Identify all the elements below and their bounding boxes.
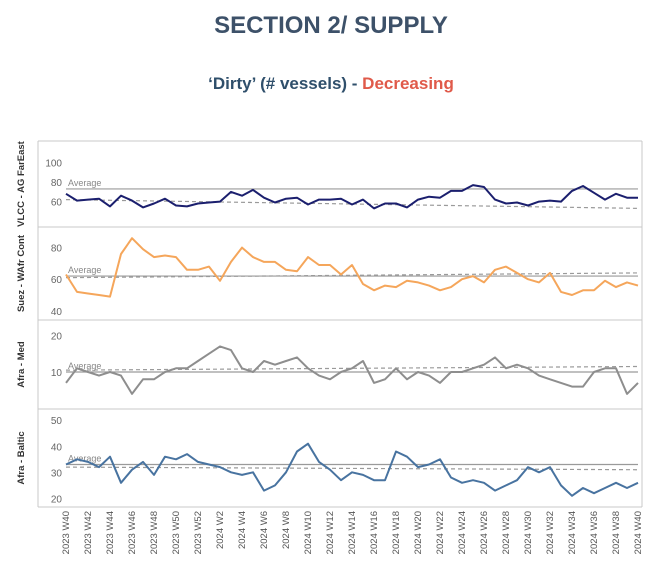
y-tick-label: 50 bbox=[51, 416, 63, 427]
trend-line bbox=[65, 365, 639, 371]
y-tick-label: 100 bbox=[45, 159, 62, 170]
page-title: SECTION 2/ SUPPLY bbox=[214, 12, 448, 39]
average-label: Average bbox=[68, 178, 101, 188]
y-tick-label: 20 bbox=[51, 331, 63, 342]
x-tick-label: 2024 W30 bbox=[523, 511, 534, 554]
y-tick-label: 60 bbox=[51, 198, 63, 209]
chart-panel-1: VLCC - AG FarEast 60 80 100 Average bbox=[16, 140, 639, 227]
y-tick-label: 80 bbox=[51, 244, 63, 255]
y-tick-label: 20 bbox=[51, 494, 63, 505]
y-tick-label: 80 bbox=[51, 178, 63, 189]
x-tick-label: 2023 W40 bbox=[61, 511, 72, 554]
x-tick-label: 2023 W46 bbox=[127, 511, 138, 554]
average-label: Average bbox=[68, 265, 101, 275]
x-tick-label: 2024 W28 bbox=[501, 511, 512, 554]
series-line bbox=[65, 184, 638, 210]
x-tick-label: 2024 W16 bbox=[369, 511, 380, 554]
x-tick-label: 2024 W4 bbox=[237, 511, 248, 549]
x-tick-label: 2024 W22 bbox=[435, 511, 446, 554]
trend-line bbox=[65, 466, 639, 471]
series-line bbox=[65, 345, 639, 395]
series-line bbox=[65, 237, 639, 298]
x-tick-label: 2024 W34 bbox=[567, 511, 578, 554]
chart-panel-4: Afra - Baltic 20 30 40 50 Average bbox=[16, 408, 642, 505]
panel-name-label: Afra - Med bbox=[16, 341, 27, 388]
y-tick-label: 60 bbox=[51, 275, 63, 286]
trend-line bbox=[65, 272, 639, 279]
panel-name-label: Suez - WAfr Cont bbox=[16, 234, 27, 312]
x-tick-label: 2024 W20 bbox=[413, 511, 424, 554]
x-tick-label: 2024 W14 bbox=[347, 511, 358, 554]
x-tick-label: 2023 W44 bbox=[105, 511, 116, 554]
x-tick-label: 2024 W2 bbox=[215, 511, 226, 549]
x-tick-label: 2024 W8 bbox=[281, 511, 292, 549]
x-tick-label: 2024 W38 bbox=[611, 511, 622, 554]
y-tick-label: 30 bbox=[51, 468, 63, 479]
x-tick-label: 2024 W40 bbox=[633, 511, 644, 554]
x-tick-label: 2024 W36 bbox=[589, 511, 600, 554]
x-tick-label: 2023 W48 bbox=[149, 511, 160, 554]
x-tick-label: 2024 W26 bbox=[479, 511, 490, 554]
x-tick-label: 2024 W6 bbox=[259, 511, 270, 549]
chart-subtitle: ‘Dirty’ (# vessels) - Decreasing bbox=[0, 74, 662, 94]
x-tick-label: 2024 W32 bbox=[545, 511, 556, 554]
x-tick-label: 2023 W42 bbox=[83, 511, 94, 554]
series-line bbox=[65, 442, 639, 497]
x-tick-label: 2023 W50 bbox=[171, 511, 182, 554]
y-tick-label: 10 bbox=[51, 368, 63, 379]
trend-line bbox=[65, 199, 639, 209]
average-label: Average bbox=[68, 361, 101, 371]
x-tick-label: 2024 W24 bbox=[457, 511, 468, 554]
chart-panel-3: Afra - Med 10 20 Average bbox=[16, 319, 642, 395]
average-label: Average bbox=[68, 454, 101, 464]
x-tick-label: 2024 W10 bbox=[303, 511, 314, 554]
panel-name-label: VLCC - AG FarEast bbox=[16, 140, 27, 227]
subtitle-text: ‘Dirty’ (# vessels) - bbox=[208, 74, 363, 93]
y-tick-label: 40 bbox=[51, 307, 63, 318]
x-tick-label: 2023 W52 bbox=[193, 511, 204, 554]
x-tick-label: 2024 W18 bbox=[391, 511, 402, 554]
trend-status-label: Decreasing bbox=[362, 74, 454, 93]
x-tick-label: 2024 W12 bbox=[325, 511, 336, 554]
panel-name-label: Afra - Baltic bbox=[16, 431, 27, 484]
chart-panel-2: Suez - WAfr Cont 40 60 80 Average bbox=[16, 226, 642, 318]
y-tick-label: 40 bbox=[51, 442, 63, 453]
